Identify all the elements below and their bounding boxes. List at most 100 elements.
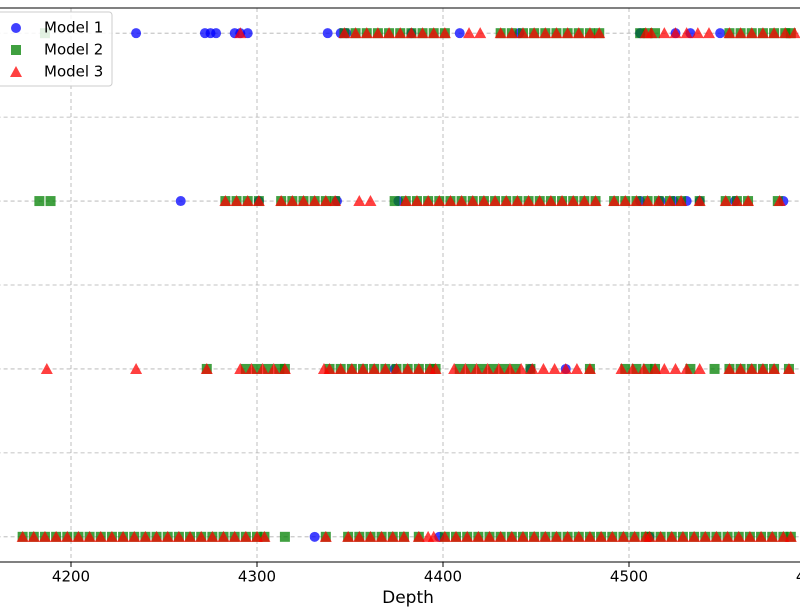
point <box>500 195 513 207</box>
point <box>626 362 639 374</box>
point <box>228 530 241 542</box>
legend-label: Model 1 <box>44 19 103 37</box>
point <box>505 27 518 39</box>
point <box>34 196 45 207</box>
point <box>702 27 715 39</box>
point <box>494 27 507 39</box>
point <box>533 195 546 207</box>
point <box>45 196 56 207</box>
point <box>719 195 732 207</box>
point <box>675 195 688 207</box>
point <box>483 530 496 542</box>
point <box>416 27 429 39</box>
point <box>756 362 769 374</box>
point <box>319 195 332 207</box>
point <box>637 362 650 374</box>
point <box>742 195 755 207</box>
point <box>297 195 310 207</box>
point <box>734 27 747 39</box>
point <box>267 362 280 374</box>
point <box>184 530 197 542</box>
point <box>278 362 291 374</box>
point <box>353 530 366 542</box>
point <box>788 27 800 39</box>
point <box>654 530 667 542</box>
point <box>230 195 243 207</box>
point <box>710 530 723 542</box>
point <box>556 195 569 207</box>
point <box>454 363 465 374</box>
point <box>329 195 342 207</box>
point <box>345 362 358 374</box>
point <box>499 363 510 374</box>
point <box>730 195 743 207</box>
point <box>723 362 736 374</box>
point <box>438 530 451 542</box>
x-tick-label: 4500 <box>610 568 648 586</box>
point <box>234 362 247 374</box>
point <box>448 362 461 374</box>
point <box>390 362 403 374</box>
legend-marker <box>11 45 21 55</box>
point <box>606 530 619 542</box>
point <box>528 27 541 39</box>
point <box>516 530 529 542</box>
legend: Model 1 Model 2 Model 3 <box>0 11 113 87</box>
point <box>27 530 40 542</box>
point <box>561 530 574 542</box>
point <box>526 362 539 374</box>
point <box>422 195 435 207</box>
series <box>16 27 800 542</box>
point <box>461 530 474 542</box>
point <box>16 530 29 542</box>
point <box>630 195 643 207</box>
point <box>539 27 552 39</box>
point <box>743 530 756 542</box>
point <box>755 530 768 542</box>
point <box>275 195 288 207</box>
point <box>548 362 561 374</box>
point <box>620 363 631 374</box>
point <box>665 530 678 542</box>
point <box>734 362 747 374</box>
point <box>595 530 608 542</box>
point <box>572 27 585 39</box>
point <box>522 195 535 207</box>
point <box>474 27 487 39</box>
point <box>779 27 792 39</box>
point <box>463 27 476 39</box>
point <box>768 27 781 39</box>
point <box>528 530 541 542</box>
point <box>217 530 230 542</box>
point <box>693 362 706 374</box>
point <box>559 362 572 374</box>
point <box>433 195 446 207</box>
point <box>583 27 596 39</box>
point <box>691 27 704 39</box>
point <box>383 27 396 39</box>
point <box>628 530 641 542</box>
point <box>472 530 485 542</box>
point <box>645 27 658 39</box>
point <box>544 195 557 207</box>
grid <box>0 8 800 562</box>
point <box>274 363 285 374</box>
point <box>455 195 468 207</box>
point <box>570 362 583 374</box>
point <box>619 195 632 207</box>
point <box>515 362 528 374</box>
point <box>334 362 347 374</box>
legend-box <box>0 11 113 87</box>
point <box>309 531 320 542</box>
point <box>768 362 781 374</box>
point <box>364 195 377 207</box>
point <box>139 530 152 542</box>
point <box>567 195 580 207</box>
x-tick-label: 4200 <box>52 568 90 586</box>
point <box>511 195 524 207</box>
point <box>663 195 676 207</box>
point <box>219 195 232 207</box>
point <box>342 530 355 542</box>
point <box>338 27 351 39</box>
